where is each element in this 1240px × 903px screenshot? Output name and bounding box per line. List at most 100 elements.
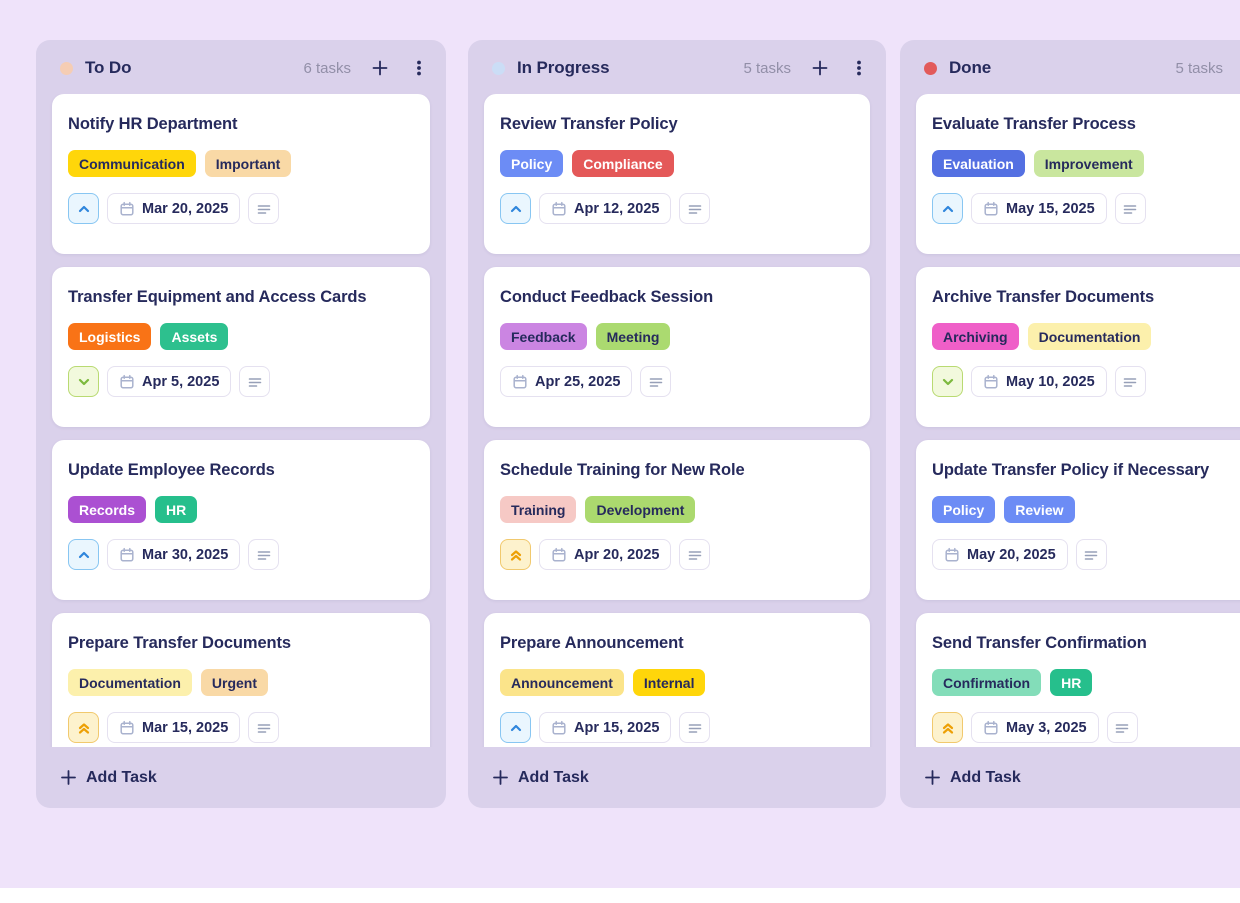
task-card[interactable]: Archive Transfer Documents Archiving Docu… [916, 267, 1240, 427]
description-button[interactable] [679, 539, 711, 570]
due-date-chip[interactable]: Apr 12, 2025 [539, 193, 672, 224]
tag-row: Policy Review [932, 496, 1240, 523]
priority-button[interactable] [500, 712, 531, 743]
tag: Urgent [200, 669, 269, 696]
due-date-text: Mar 30, 2025 [142, 546, 229, 563]
column-header: Done 5 tasks [900, 40, 1240, 94]
calendar-icon [119, 547, 135, 563]
chevron-up-icon [508, 201, 524, 217]
description-button[interactable] [248, 712, 280, 743]
due-date-chip[interactable]: May 15, 2025 [971, 193, 1107, 224]
description-button[interactable] [1106, 712, 1138, 743]
due-date-text: Apr 15, 2025 [574, 719, 660, 736]
meta-row: Apr 12, 2025 [500, 193, 854, 224]
due-date-chip[interactable]: Mar 15, 2025 [107, 712, 241, 743]
column-status-dot [924, 61, 937, 75]
priority-button[interactable] [500, 539, 531, 570]
tag-row: Training Development [500, 496, 854, 523]
task-title: Notify HR Department [68, 115, 238, 133]
column-task-count: 6 tasks [303, 59, 351, 77]
meta-row: May 3, 2025 [932, 712, 1240, 743]
due-date-chip[interactable]: Apr 25, 2025 [500, 366, 633, 397]
column-add-task-button[interactable] [808, 56, 832, 80]
meta-row: Mar 20, 2025 [68, 193, 414, 224]
description-button[interactable] [248, 193, 280, 224]
calendar-icon [512, 374, 528, 390]
priority-button[interactable] [500, 193, 531, 224]
task-title: Transfer Equipment and Access Cards [68, 288, 367, 306]
tag-row: Archiving Documentation [932, 323, 1240, 350]
description-button[interactable] [239, 366, 271, 397]
task-title: Prepare Transfer Documents [68, 634, 291, 652]
tag-row: Policy Compliance [500, 150, 854, 177]
description-button[interactable] [679, 712, 711, 743]
kanban-column: To Do 6 tasks Notify HR Department Commu… [36, 40, 446, 808]
bottom-strip [0, 888, 1240, 903]
column-menu-button[interactable] [847, 56, 871, 80]
tag: Confirmation [932, 669, 1042, 696]
priority-button[interactable] [68, 193, 99, 224]
priority-button[interactable] [68, 712, 99, 743]
task-card[interactable]: Notify HR Department Communication Import… [52, 94, 430, 254]
task-card[interactable]: Schedule Training for New Role Training D… [484, 440, 870, 600]
tag-row: Evaluation Improvement [932, 150, 1240, 177]
description-button[interactable] [640, 366, 672, 397]
task-title: Update Employee Records [68, 461, 275, 479]
due-date-text: May 10, 2025 [1006, 373, 1095, 390]
description-button[interactable] [1114, 193, 1146, 224]
task-card[interactable]: Send Transfer Confirmation Confirmation H… [916, 613, 1240, 747]
priority-button[interactable] [932, 366, 963, 397]
due-date-chip[interactable]: Apr 20, 2025 [539, 539, 672, 570]
column-footer: Add Task [900, 747, 1240, 808]
task-card[interactable]: Review Transfer Policy Policy Compliance … [484, 94, 870, 254]
task-card[interactable]: Prepare Transfer Documents Documentation… [52, 613, 430, 747]
due-date-chip[interactable]: May 10, 2025 [971, 366, 1107, 397]
task-card[interactable]: Conduct Feedback Session Feedback Meeting… [484, 267, 870, 427]
meta-row: May 20, 2025 [932, 539, 1240, 570]
task-card[interactable]: Prepare Announcement Announcement Interna… [484, 613, 870, 747]
due-date-chip[interactable]: May 3, 2025 [971, 712, 1099, 743]
add-task-button[interactable]: Add Task [924, 769, 1021, 787]
due-date-chip[interactable]: Mar 20, 2025 [107, 193, 241, 224]
task-card[interactable]: Update Transfer Policy if Necessary Poli… [916, 440, 1240, 600]
due-date-chip[interactable]: May 20, 2025 [932, 539, 1068, 570]
due-date-chip[interactable]: Apr 15, 2025 [539, 712, 672, 743]
due-date-chip[interactable]: Apr 5, 2025 [107, 366, 232, 397]
add-task-button[interactable]: Add Task [60, 769, 157, 787]
description-button[interactable] [248, 539, 280, 570]
tag: Policy [500, 150, 564, 177]
tag: Logistics [68, 323, 152, 350]
priority-button[interactable] [932, 712, 963, 743]
plus-icon [811, 59, 829, 77]
priority-button[interactable] [68, 539, 99, 570]
add-task-button[interactable]: Add Task [492, 769, 589, 787]
chevrons-up-icon [940, 720, 956, 736]
description-button[interactable] [1114, 366, 1146, 397]
kebab-menu-icon [411, 59, 427, 77]
priority-button[interactable] [68, 366, 99, 397]
due-date-text: Mar 15, 2025 [142, 719, 229, 736]
due-date-text: May 20, 2025 [967, 546, 1056, 563]
task-title: Update Transfer Policy if Necessary [932, 461, 1210, 479]
column-title: Done [949, 58, 992, 77]
tag-row: Logistics Assets [68, 323, 414, 350]
chevron-up-icon [940, 201, 956, 217]
column-menu-button[interactable] [407, 56, 431, 80]
plus-icon [492, 769, 509, 786]
due-date-text: May 3, 2025 [1006, 719, 1087, 736]
calendar-icon [119, 374, 135, 390]
calendar-icon [983, 201, 999, 217]
task-list: Evaluate Transfer Process Evaluation Impr… [900, 94, 1240, 747]
task-card[interactable]: Evaluate Transfer Process Evaluation Impr… [916, 94, 1240, 254]
priority-button[interactable] [932, 193, 963, 224]
due-date-chip[interactable]: Mar 30, 2025 [107, 539, 241, 570]
task-card[interactable]: Transfer Equipment and Access Cards Logi… [52, 267, 430, 427]
due-date-text: Apr 20, 2025 [574, 546, 660, 563]
due-date-text: May 15, 2025 [1006, 200, 1095, 217]
column-footer: Add Task [36, 747, 446, 808]
description-button[interactable] [679, 193, 711, 224]
task-card[interactable]: Update Employee Records Records HR Mar 30… [52, 440, 430, 600]
column-add-task-button[interactable] [368, 56, 392, 80]
description-button[interactable] [1075, 539, 1107, 570]
add-task-label: Add Task [86, 768, 157, 786]
